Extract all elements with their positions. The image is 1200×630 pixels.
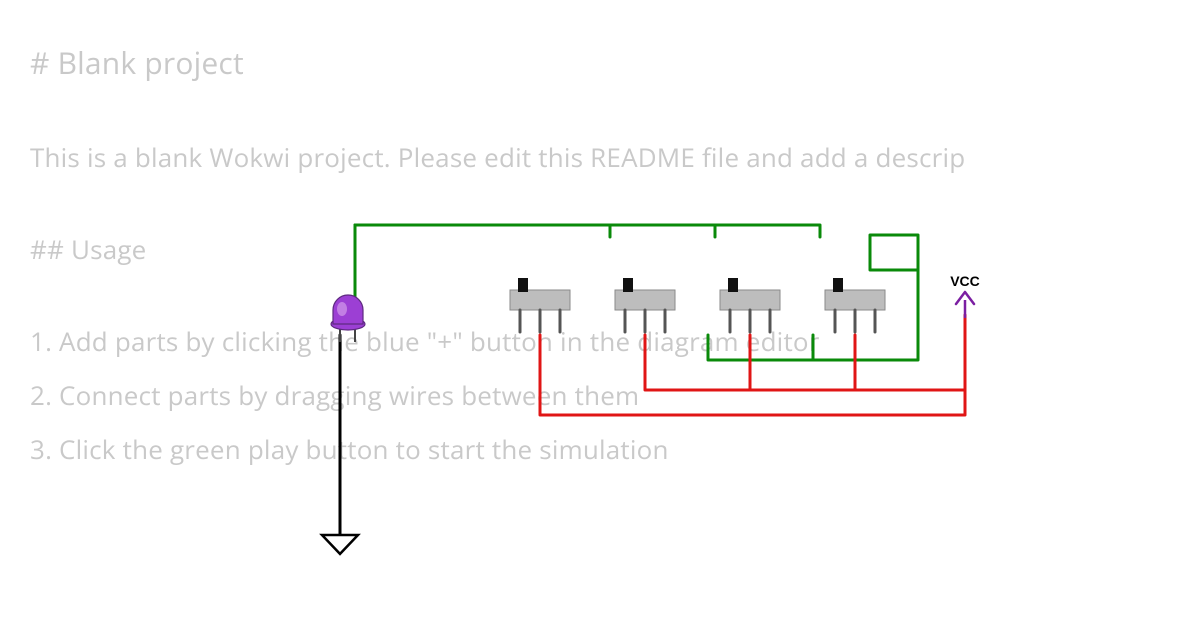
slide-switch-1[interactable] (510, 278, 570, 332)
vcc-icon: VCC (950, 273, 980, 318)
switch-group (510, 278, 885, 332)
circuit-diagram[interactable]: VCC (0, 0, 1200, 630)
stage: # Blank project This is a blank Wokwi pr… (0, 0, 1200, 630)
slide-switch-4[interactable] (825, 278, 885, 332)
slide-switch-2[interactable] (615, 278, 675, 332)
gnd-icon (322, 535, 358, 554)
vcc-label: VCC (950, 273, 980, 289)
wire-group-red (540, 315, 965, 415)
slide-switch-3[interactable] (720, 278, 780, 332)
led-component[interactable] (331, 295, 365, 342)
